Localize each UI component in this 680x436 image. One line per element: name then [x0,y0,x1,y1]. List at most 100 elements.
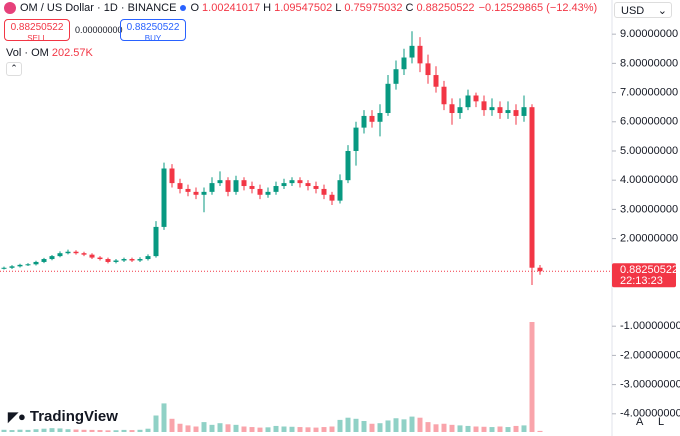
volume-bar [473,426,479,432]
ohlc: O 1.00241017 H 1.09547502 L 0.75975032 C 0.8825… [190,2,474,14]
candle-body [529,107,535,268]
buy-price: 0.88250522 [126,22,180,33]
collapse-button[interactable]: ⌃ [6,62,22,76]
chevron: ⌄ [657,5,667,17]
brand: ◤● TradingView [8,408,118,425]
y-tick-label: 5.00000000 [620,145,678,157]
volume-bar [433,424,439,432]
currency-select[interactable]: USD ⌄ [614,2,672,18]
volume-bar [457,425,463,432]
volume-bar [113,430,119,432]
candle-body [193,191,199,195]
buy-button[interactable]: 0.88250522 BUY [120,19,186,43]
volume-bar [153,415,159,432]
volume-bar [369,423,375,432]
sell-label: SELL [27,34,47,43]
last-price-label: 0.88250522 [620,264,678,276]
candle-body [505,110,511,114]
volume-bar [217,423,223,432]
auto-button[interactable]: A [636,416,644,428]
candle-body [1,267,7,269]
candle-body [313,186,319,189]
volume-bar [161,403,167,432]
volume-bar [225,424,231,432]
candle-body [345,150,351,181]
y-tick-label: 2.00000000 [620,232,678,244]
candle-body [97,257,103,260]
volume-bar [361,421,367,432]
volume-bar [25,429,31,432]
candle-body [353,127,359,151]
candle-body [81,253,87,255]
y-tick-label: 7.00000000 [620,86,678,98]
volume-bar [345,417,351,432]
candle-body [185,188,191,192]
y-tick-label: -4.00000000 [620,408,680,420]
volume-bar [129,430,135,432]
candle-body [105,259,111,262]
y-tick-label: 6.00000000 [620,116,678,128]
candle-body [417,45,423,64]
volume-bar [497,426,503,432]
volume-bar [169,418,175,432]
volume-bar [265,427,271,432]
volume-bar [49,428,55,432]
candle-body [137,259,143,261]
ohlc-value: 0.88250522 [416,2,475,14]
volume-bar [97,430,103,432]
candle-body [33,261,39,265]
volume-bar [81,429,87,432]
candle-body [369,115,375,122]
candle-body [433,75,439,87]
volume-bar [209,424,215,432]
ohlc-value: 1.00241017 [202,2,261,14]
volume-bar [513,425,519,432]
volume-bar [57,428,63,432]
volume-bar [249,427,255,432]
candle-body [457,107,463,114]
candle-body [73,251,79,254]
volume-bar [73,429,79,432]
candle-body [425,63,431,76]
volume-bar [385,420,391,432]
y-tick-label: -1.00000000 [620,320,680,332]
volume-bar [393,418,399,432]
candle-body [361,115,367,128]
volume-bar [529,322,535,432]
y-tick-label: -3.00000000 [620,379,680,391]
sell-button[interactable]: 0.88250522 SELL [4,19,70,43]
candle-body [225,180,231,192]
ohlc-value: 1.09547502 [274,2,333,14]
symbol[interactable]: OM / US Dollar · 1D · BINANCE [20,2,177,14]
log-button[interactable]: L [658,416,665,428]
ohlc-label: O [190,2,200,14]
volume-bar [89,429,95,432]
candle-body [321,188,327,195]
volume-bar [297,427,303,432]
volume-bar [281,426,287,432]
volume-bar [537,430,543,432]
volume-bar [441,423,447,432]
candle-body [513,110,519,116]
volume-legend: Vol · OM 202.57K [6,47,93,59]
candle-body [393,69,399,84]
symbol-icon [4,2,16,14]
candle-body [113,260,119,262]
volume-bar [417,417,423,432]
candle-body [25,264,31,266]
volume-bar [489,427,495,432]
volume-bar [409,416,415,432]
y-tick-label: 4.00000000 [620,174,678,186]
candle-body [273,186,279,192]
y-tick-label: 9.00000000 [620,28,678,40]
volume-label: Vol · OM [6,47,49,59]
volume-bar [9,430,15,432]
volume-bar [521,425,527,432]
candle-body [249,186,255,189]
candle-body [337,180,343,201]
currency: USD [621,5,645,17]
candle-body [41,259,47,262]
candle-body [9,266,15,268]
candle-body [169,168,175,184]
candle-body [377,113,383,122]
